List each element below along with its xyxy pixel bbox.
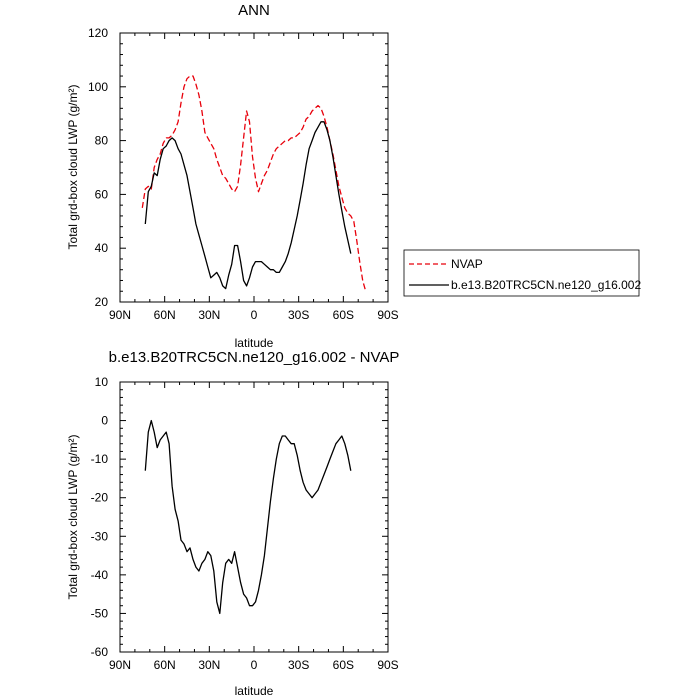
top-y-tick-label: 60 (95, 187, 109, 201)
bottom-x-tick-label: 30S (288, 658, 309, 672)
bottom-y-tick-label: -50 (91, 606, 109, 620)
bottom-x-tick-label: 30N (198, 658, 220, 672)
top-y-tick-label: 100 (88, 80, 108, 94)
bottom-ticks: 90N 60N 30N 0 30S 60S 90S -60 -50 -40 -30 -20 -10 0 10 (91, 375, 399, 672)
bottom-y-tick-label: -20 (91, 491, 109, 505)
top-x-tick-label: 0 (251, 308, 258, 322)
bottom-x-tick-label: 0 (251, 658, 258, 672)
bottom-x-tick-label: 60N (154, 658, 176, 672)
legend-label-model: b.e13.B20TRC5CN.ne120_g16.002 (451, 278, 641, 292)
bottom-plot-frame (119, 381, 389, 653)
top-x-tick-label: 60N (154, 308, 176, 322)
bottom-y-axis-label: Total grd-box cloud LWP (g/m²) (66, 435, 80, 600)
bottom-panel: b.e13.B20TRC5CN.ne120_g16.002 - NVAP 90N… (66, 349, 399, 698)
bottom-x-tick-label: 90S (377, 658, 398, 672)
top-y-tick-label: 40 (95, 241, 109, 255)
top-chart-title: ANN (238, 2, 270, 19)
top-series-lines (141, 75, 367, 292)
top-series-line-1 (144, 121, 352, 290)
bottom-y-tick-label: -10 (91, 452, 109, 466)
top-x-tick-label: 30S (288, 308, 309, 322)
bottom-series-line-0 (144, 419, 352, 615)
top-x-tick-label: 90N (109, 308, 131, 322)
bottom-y-tick-label: -60 (91, 645, 109, 659)
top-y-tick-label: 20 (95, 295, 109, 309)
legend-box (403, 249, 640, 297)
legend: NVAP b.e13.B20TRC5CN.ne120_g16.002 (403, 249, 641, 297)
top-x-tick-label: 30N (198, 308, 220, 322)
bottom-x-tick-label: 60S (333, 658, 354, 672)
bottom-y-tick-label: 0 (101, 414, 108, 428)
bottom-y-tick-label: -40 (91, 568, 109, 582)
top-series-line-0 (141, 75, 367, 292)
top-y-axis-label: Total grd-box cloud LWP (g/m²) (66, 85, 80, 250)
bottom-x-tick-label: 90N (109, 658, 131, 672)
bottom-y-tick-label: -30 (91, 529, 109, 543)
top-panel: ANN 90N 60N 30N 0 30S 60S 90S 20 40 60 80 100 120 la… (66, 2, 641, 350)
bottom-series-lines (144, 419, 352, 615)
top-x-axis-label: latitude (235, 336, 274, 350)
top-y-tick-label: 120 (88, 26, 108, 40)
top-y-tick-label: 80 (95, 134, 109, 148)
top-ticks: 90N 60N 30N 0 30S 60S 90S 20 40 60 80 100 120 (88, 26, 399, 322)
top-x-tick-label: 90S (377, 308, 398, 322)
bottom-chart-title: b.e13.B20TRC5CN.ne120_g16.002 - NVAP (109, 349, 400, 366)
bottom-y-tick-label: 10 (95, 375, 109, 389)
legend-label-nvap: NVAP (451, 257, 483, 271)
bottom-x-axis-label: latitude (235, 684, 274, 698)
top-x-tick-label: 60S (333, 308, 354, 322)
